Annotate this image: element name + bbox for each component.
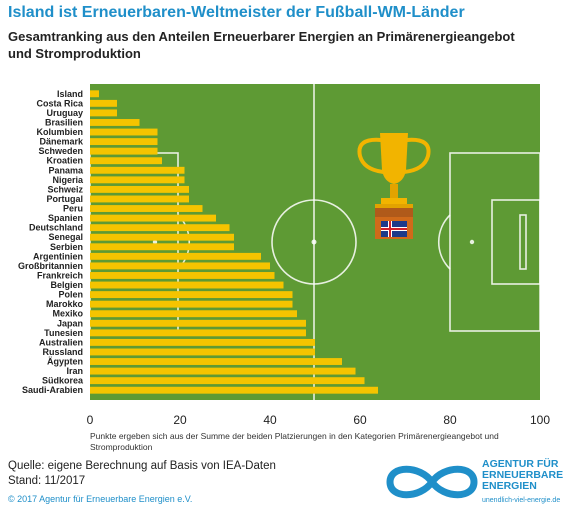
x-tick-label: 0 — [87, 413, 94, 427]
category-label: Marokko — [46, 299, 84, 309]
bar — [90, 195, 189, 203]
x-tick-label: 20 — [173, 413, 187, 427]
logo-line: ERNEUERBARE — [482, 469, 564, 481]
bar — [90, 109, 117, 117]
category-label: Serbien — [50, 242, 83, 252]
bar — [90, 367, 356, 375]
x-tick-label: 60 — [353, 413, 367, 427]
category-label: Tunesien — [44, 328, 83, 338]
copyright: © 2017 Agentur für Erneuerbare Energien … — [8, 494, 193, 504]
bar — [90, 224, 230, 232]
category-label: Japan — [57, 318, 83, 328]
bar — [90, 338, 315, 346]
bar — [90, 185, 189, 193]
date-line: Stand: 11/2017 — [8, 475, 86, 487]
category-label: Uruguay — [46, 108, 83, 118]
pitch-penalty-spot-left — [152, 239, 158, 245]
bar — [90, 358, 342, 365]
category-label: Russland — [42, 347, 83, 357]
category-label: Mexiko — [52, 309, 83, 319]
bar — [90, 377, 365, 385]
bar — [90, 310, 297, 318]
category-label: Belgien — [50, 280, 83, 290]
bar — [90, 90, 99, 98]
category-label: Großbritannien — [18, 261, 83, 271]
bar — [90, 262, 270, 270]
bar — [90, 281, 284, 289]
bar — [90, 233, 234, 241]
category-label: Costa Rica — [36, 98, 84, 108]
category-label: Saudi-Arabien — [22, 385, 83, 395]
category-label: Portugal — [46, 194, 83, 204]
x-axis-ticks: 0 20 40 60 80 100 — [87, 413, 551, 427]
category-label: Deutschland — [29, 223, 83, 233]
pitch-penalty-spot-right — [469, 239, 475, 245]
pitch-penalty-arc-right — [437, 214, 451, 270]
bar — [90, 319, 306, 327]
bar — [90, 157, 162, 165]
infinity-logo-icon — [386, 465, 478, 499]
aee-logo[interactable]: AGENTUR FÜR ERNEUERBARE ENERGIEN unendli… — [384, 455, 566, 509]
category-label: Südkorea — [42, 376, 84, 386]
category-label: Brasilien — [45, 117, 83, 127]
x-tick-label: 80 — [443, 413, 457, 427]
category-label: Iran — [66, 366, 83, 376]
bar — [90, 214, 216, 222]
bar — [90, 99, 117, 107]
logo-line: ENERGIEN — [482, 480, 537, 492]
logo-line: AGENTUR FÜR — [482, 458, 559, 470]
bar — [90, 147, 158, 155]
category-label: Senegal — [48, 232, 83, 242]
category-label: Australien — [39, 337, 83, 347]
bar — [90, 119, 140, 126]
chart-subtitle: Gesamtranking aus den Anteilen Erneuerba… — [8, 29, 515, 61]
category-label: Ägypten — [47, 357, 83, 367]
logo-url: unendlich-viel-energie.de — [482, 497, 561, 504]
x-tick-label: 40 — [263, 413, 277, 427]
source-line: Quelle: eigene Berechnung auf Basis von … — [8, 460, 276, 472]
bar — [90, 128, 158, 136]
category-label: Kroatien — [46, 156, 83, 166]
bar — [90, 205, 203, 212]
bar — [90, 176, 185, 184]
x-tick-label: 100 — [530, 413, 550, 427]
category-label: Frankreich — [37, 270, 83, 280]
chart-note: Punkte ergeben sich aus der Summe der be… — [90, 431, 499, 452]
iceland-flag-icon — [381, 221, 407, 237]
bar — [90, 386, 378, 394]
pitch-goal-area-right — [491, 199, 541, 285]
bar — [90, 348, 315, 356]
bar — [90, 166, 185, 174]
bar — [90, 138, 158, 146]
bar — [90, 243, 234, 251]
category-label: Schweden — [38, 146, 83, 156]
bar — [90, 291, 293, 299]
bar-series — [90, 90, 378, 394]
category-label: Nigeria — [52, 175, 84, 185]
logo-text: AGENTUR FÜR ERNEUERBARE ENERGIEN — [482, 459, 563, 492]
category-label: Dänemark — [39, 137, 84, 147]
category-label: Kolumbien — [37, 127, 84, 137]
category-label: Spanien — [48, 213, 83, 223]
category-label: Peru — [63, 204, 83, 214]
pitch-center-spot — [311, 239, 317, 245]
category-label: Schweiz — [47, 184, 83, 194]
category-label: Panama — [48, 165, 84, 175]
football-pitch — [89, 84, 541, 400]
bar — [90, 252, 261, 260]
pitch-goal-right — [519, 214, 527, 270]
bar — [90, 329, 306, 337]
source-text: Quelle: eigene Berechnung auf Basis von … — [8, 459, 276, 489]
bar — [90, 300, 293, 308]
category-label: Polen — [58, 290, 83, 300]
pitch-center-circle — [271, 199, 357, 285]
bar — [90, 272, 275, 279]
category-label: Island — [57, 89, 83, 99]
chart-title: Island ist Erneuerbaren-Weltmeister der … — [8, 4, 465, 21]
category-label: Argentinien — [33, 251, 83, 261]
